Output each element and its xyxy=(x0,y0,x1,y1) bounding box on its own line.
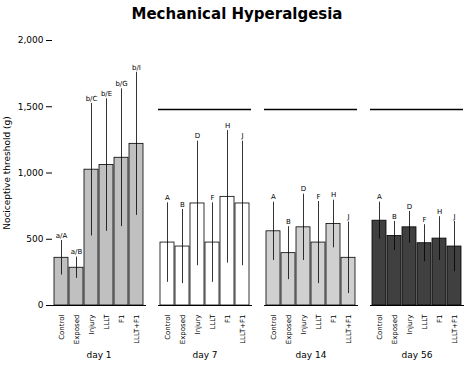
svg-text:LLLT+F1: LLLT+F1 xyxy=(451,315,459,344)
svg-text:a/A: a/A xyxy=(56,232,68,240)
svg-text:H: H xyxy=(331,191,336,199)
svg-text:Nociceptive threshold (g): Nociceptive threshold (g) xyxy=(2,116,12,230)
svg-text:Exposed: Exposed xyxy=(285,315,293,345)
svg-text:Control: Control xyxy=(376,314,384,339)
svg-text:F: F xyxy=(210,194,214,202)
svg-text:LLLT: LLLT xyxy=(421,314,429,330)
svg-text:B: B xyxy=(286,218,291,226)
svg-text:LLLT+F1: LLLT+F1 xyxy=(133,315,141,344)
svg-text:F: F xyxy=(316,193,320,201)
svg-text:F1: F1 xyxy=(436,315,444,323)
svg-text:Control: Control xyxy=(58,314,66,339)
svg-text:J: J xyxy=(240,132,243,140)
svg-text:Exposed: Exposed xyxy=(179,315,187,345)
svg-text:1,000: 1,000 xyxy=(18,168,44,178)
svg-text:LLLT+F1: LLLT+F1 xyxy=(239,315,247,344)
svg-text:2,000: 2,000 xyxy=(18,35,44,45)
svg-text:Injury: Injury xyxy=(406,315,414,335)
svg-text:H: H xyxy=(437,208,442,216)
svg-text:F1: F1 xyxy=(330,315,338,323)
svg-text:A: A xyxy=(271,193,276,201)
svg-text:A: A xyxy=(377,193,382,201)
svg-text:b/I: b/I xyxy=(132,64,141,72)
svg-text:J: J xyxy=(452,213,455,221)
svg-text:Control: Control xyxy=(164,314,172,339)
svg-text:Injury: Injury xyxy=(88,315,96,335)
svg-text:B: B xyxy=(392,213,397,221)
svg-text:0: 0 xyxy=(38,300,44,310)
svg-text:F1: F1 xyxy=(118,315,126,323)
svg-text:D: D xyxy=(301,185,306,193)
svg-text:H: H xyxy=(225,122,230,130)
svg-text:Exposed: Exposed xyxy=(73,315,81,345)
svg-text:Exposed: Exposed xyxy=(391,315,399,345)
svg-text:LLLT: LLLT xyxy=(315,314,323,330)
svg-text:D: D xyxy=(407,203,412,211)
svg-text:b/C: b/C xyxy=(86,95,98,103)
svg-text:J: J xyxy=(346,213,349,221)
svg-text:LLLT: LLLT xyxy=(209,314,217,330)
svg-text:D: D xyxy=(195,132,200,140)
svg-text:F: F xyxy=(422,216,426,224)
svg-text:day 14: day 14 xyxy=(296,350,327,360)
svg-text:500: 500 xyxy=(26,234,43,244)
svg-text:LLLT+F1: LLLT+F1 xyxy=(345,315,353,344)
svg-text:A: A xyxy=(165,194,170,202)
svg-text:1,500: 1,500 xyxy=(18,102,44,112)
svg-text:day 1: day 1 xyxy=(86,350,111,360)
svg-text:day 7: day 7 xyxy=(192,350,217,360)
svg-text:Injury: Injury xyxy=(300,315,308,335)
svg-text:day 56: day 56 xyxy=(402,350,433,360)
html-text:Mechanical Hyperalgesia: Mechanical Hyperalgesia xyxy=(131,5,343,23)
svg-text:b/E: b/E xyxy=(101,90,112,98)
svg-text:F1: F1 xyxy=(224,315,232,323)
svg-text:b/G: b/G xyxy=(115,80,127,88)
svg-text:Control: Control xyxy=(270,314,278,339)
svg-text:B: B xyxy=(180,201,185,209)
svg-text:Injury: Injury xyxy=(194,315,202,335)
svg-text:a/B: a/B xyxy=(71,248,83,256)
svg-text:LLLT: LLLT xyxy=(103,314,111,330)
